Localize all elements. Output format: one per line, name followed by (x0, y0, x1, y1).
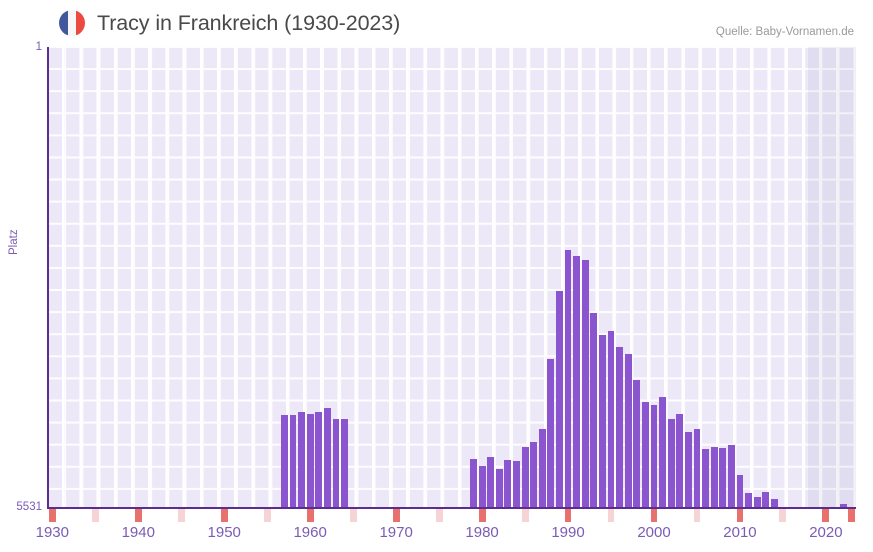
bar (590, 313, 598, 508)
bar (641, 402, 649, 508)
x-axis-tick-label: 1970 (379, 524, 413, 541)
bar (470, 459, 477, 508)
projection-shade-band (808, 47, 856, 508)
y-axis-tick-top: 1 (35, 41, 42, 53)
bar (607, 331, 615, 508)
bar (736, 475, 744, 508)
x-axis-tick-label: 1930 (35, 524, 69, 541)
x-axis-marker-minor (435, 509, 443, 522)
bar (495, 469, 503, 508)
france-flag-icon (59, 10, 85, 36)
x-axis-tick-label: 1960 (293, 524, 327, 541)
bar (745, 493, 752, 508)
x-axis-marker-major (134, 509, 142, 522)
x-axis-tick-label: 2000 (637, 524, 671, 541)
bar (487, 457, 495, 508)
x-axis-line (47, 507, 856, 509)
bar (727, 445, 735, 508)
x-axis-ticks: 1930 1940 1950 1960 1970 1980 1990 2000 2010 2020 (36, 524, 856, 546)
bar (504, 460, 512, 508)
x-axis-tick-label: 1940 (121, 524, 155, 541)
x-axis-tick-label: 1980 (465, 524, 499, 541)
chart-header: Tracy in Frankreich (1930-2023) Quelle: … (0, 0, 873, 44)
chart-title: Tracy in Frankreich (1930-2023) (97, 11, 401, 35)
bar-series (48, 47, 856, 508)
bar (547, 359, 555, 508)
bar (659, 397, 667, 508)
bar (753, 497, 761, 508)
bar (667, 419, 675, 508)
y-axis-tick-bottom: 5531 (16, 501, 42, 513)
bar (478, 466, 486, 508)
x-axis-marker-major (822, 509, 830, 522)
bar (323, 408, 331, 508)
bar (719, 448, 727, 508)
x-axis-tick-label: 2010 (723, 524, 757, 541)
x-axis-marker-major (650, 509, 658, 522)
x-axis-marker-minor (607, 509, 615, 522)
x-axis-marker-major (48, 509, 56, 522)
x-axis-tick-label: 1950 (207, 524, 241, 541)
bar (315, 412, 323, 508)
x-axis-marker-major (306, 509, 314, 522)
x-axis-marker-major (564, 509, 572, 522)
grid-lines (48, 47, 856, 508)
bar (306, 414, 314, 508)
bar (624, 354, 632, 508)
x-axis-marker-minor (693, 509, 701, 522)
bar (616, 347, 624, 508)
flag-stripe-red (76, 10, 85, 36)
bar (598, 335, 606, 508)
bar (702, 449, 709, 508)
x-axis-marker-major (220, 509, 228, 522)
bar (298, 412, 305, 508)
bar (513, 461, 520, 508)
x-axis-tick-label: 1990 (551, 524, 585, 541)
x-axis-marker-major (848, 509, 856, 522)
x-axis-marker-minor (349, 509, 357, 522)
plot-area (48, 47, 856, 508)
bar (650, 405, 658, 508)
bar (581, 260, 589, 508)
y-axis-line (47, 47, 49, 509)
bar (684, 432, 692, 508)
x-axis-marker-minor (779, 509, 787, 522)
bar (839, 504, 847, 508)
flag-stripe-blue (59, 10, 68, 36)
bar (332, 419, 340, 508)
x-axis-tick-label: 2020 (809, 524, 843, 541)
bar (289, 415, 297, 508)
x-axis-marker-strip (48, 509, 856, 522)
bar (676, 414, 684, 508)
x-axis-marker-minor (263, 509, 271, 522)
bar (762, 492, 770, 508)
x-axis-marker-minor (521, 509, 529, 522)
y-axis-title: Platz (8, 229, 20, 255)
flag-stripe-white (67, 10, 77, 36)
bar (538, 429, 546, 508)
bar (530, 442, 538, 508)
x-axis-marker-major (392, 509, 400, 522)
x-axis-marker-minor (177, 509, 185, 522)
bar (693, 429, 701, 508)
bar (521, 447, 529, 508)
bar (633, 380, 641, 508)
x-axis-marker-minor (91, 509, 99, 522)
bar (710, 447, 718, 508)
bar (341, 419, 348, 508)
bar (770, 499, 778, 508)
bar (556, 291, 563, 508)
x-axis-marker-major (478, 509, 486, 522)
x-axis-marker-major (736, 509, 744, 522)
bar (573, 256, 581, 508)
bar (280, 415, 288, 508)
source-attribution: Quelle: Baby-Vornamen.de (715, 26, 854, 38)
bar (564, 250, 572, 508)
